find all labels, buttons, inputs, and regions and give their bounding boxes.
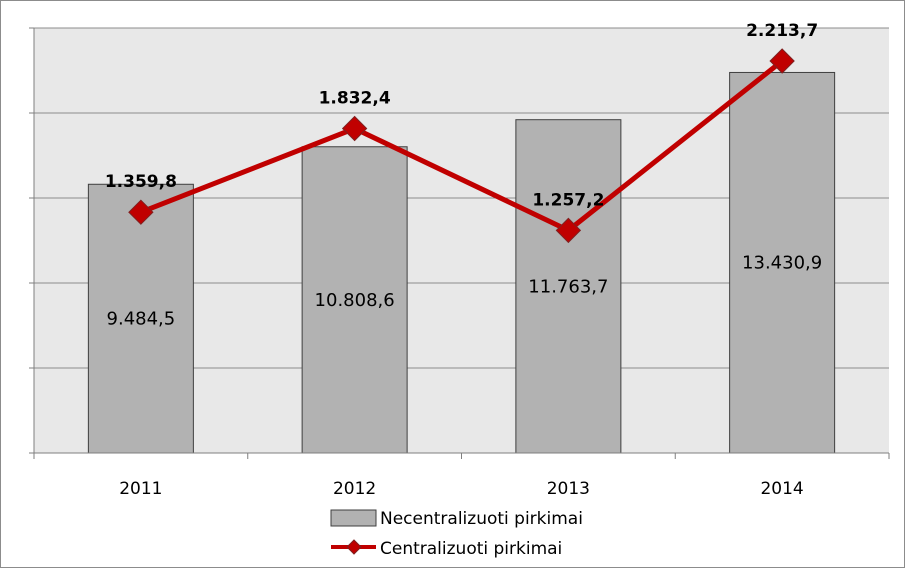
- line-data-label: 1.832,4: [319, 89, 391, 109]
- legend-label-bar: Necentralizuoti pirkimai: [380, 509, 583, 529]
- line-data-label: 2.213,7: [746, 21, 818, 41]
- category-label: 2014: [760, 479, 803, 499]
- bar: [729, 71, 836, 454]
- category-labels: 2011 2012 2013 2014: [119, 479, 804, 499]
- line-data-label: 1.257,2: [532, 190, 604, 210]
- category-label: 2011: [119, 479, 162, 499]
- bar: [87, 183, 194, 454]
- bar-series: [87, 71, 836, 454]
- line-marker-diamond: [769, 48, 795, 74]
- category-label: 2012: [333, 479, 376, 499]
- axes: [29, 27, 890, 459]
- legend: Necentralizuoti pirkimai Centralizuoti p…: [330, 509, 583, 559]
- legend-marker-diamond: [346, 539, 362, 555]
- line-data-labels: 1.359,8 1.832,4 1.257,2 2.213,7: [105, 21, 818, 210]
- line-marker-diamond: [341, 115, 368, 142]
- bar-data-label: 13.430,9: [742, 253, 822, 274]
- category-label: 2013: [547, 479, 590, 499]
- bar-data-label: 10.808,6: [315, 290, 395, 311]
- bar-data-label: 11.763,7: [528, 276, 608, 297]
- line-data-label: 1.359,8: [105, 172, 177, 192]
- bar-data-labels: 9.484,5 10.808,6 11.763,7 13.430,9: [107, 253, 823, 330]
- line-marker-diamond: [128, 199, 154, 225]
- line-marker-diamond: [555, 217, 582, 244]
- bar: [515, 119, 622, 454]
- legend-label-line: Centralizuoti pirkimai: [380, 539, 562, 559]
- legend-swatch-bar: [330, 509, 377, 527]
- series-line: [139, 59, 784, 233]
- bar-data-label: 9.484,5: [107, 309, 176, 330]
- line-series: [128, 48, 795, 244]
- bar: [301, 146, 408, 454]
